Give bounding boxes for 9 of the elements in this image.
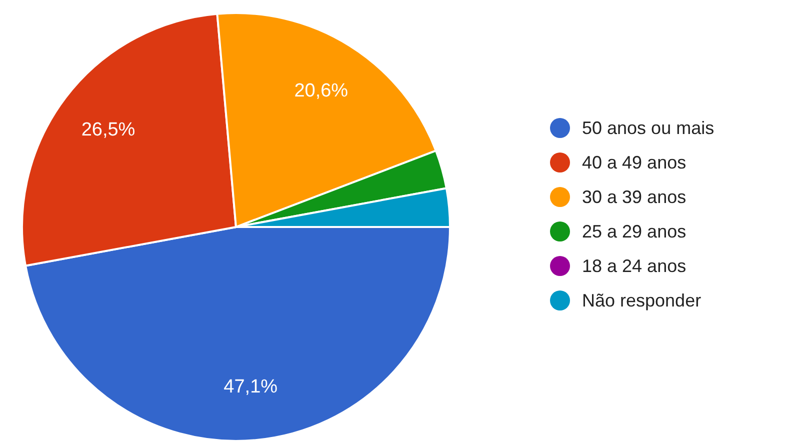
data-label: 47,1% [224,376,278,398]
legend-label: 25 a 29 anos [582,222,686,242]
data-label: 26,5% [81,119,136,140]
legend-label: 40 a 49 anos [582,152,686,172]
legend-label: Não responder [582,290,702,310]
legend-label: 18 a 24 anos [582,256,686,276]
data-label: 20,6% [294,80,348,102]
legend-label: 30 a 39 anos [582,187,686,207]
legend-label: 50 anos ou mais [582,118,714,138]
